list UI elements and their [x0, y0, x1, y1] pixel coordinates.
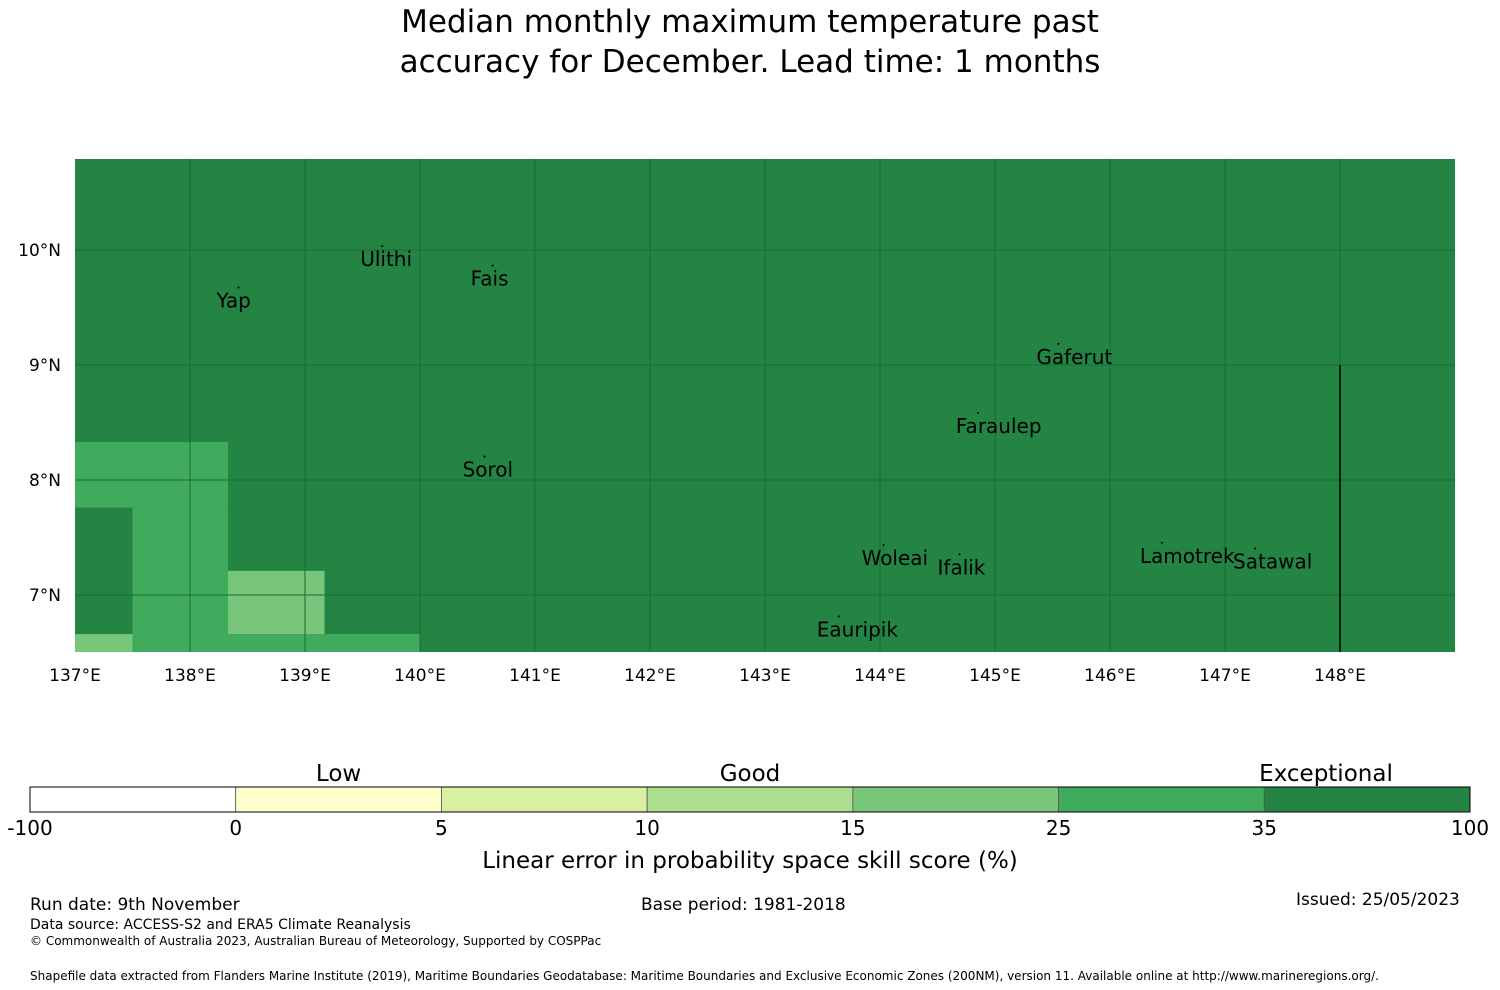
- shapefile-credit: Shapefile data extracted from Flanders M…: [30, 969, 1379, 983]
- island-marker: [491, 264, 494, 267]
- legend-swatch: [235, 786, 442, 813]
- island-marker: [882, 544, 885, 547]
- island-marker: [1057, 342, 1060, 345]
- island-marker: [483, 455, 486, 458]
- legend-swatch: [1263, 786, 1471, 813]
- lon-tick-label: 143°E: [739, 666, 791, 686]
- island-label: Woleai: [862, 546, 929, 570]
- island-marker: [1254, 547, 1257, 550]
- island-label: Yap: [215, 289, 250, 313]
- island-marker: [958, 553, 961, 556]
- lon-tick-label: 147°E: [1199, 666, 1251, 686]
- legend-swatch: [646, 786, 854, 813]
- legend-tick-label: 35: [1252, 816, 1277, 840]
- lat-tick-label: 7°N: [29, 586, 61, 606]
- legend-tick-label: 5: [435, 816, 448, 840]
- island-label: Sorol: [463, 458, 514, 482]
- lon-tick-label: 145°E: [969, 666, 1021, 686]
- lon-tick-label: 142°E: [624, 666, 676, 686]
- legend-axis-label: Linear error in probability space skill …: [482, 848, 1018, 874]
- skill-cell-3: [227, 570, 325, 635]
- legend-category-low: Low: [316, 761, 361, 787]
- lon-tick-label: 137°E: [49, 666, 101, 686]
- island-label: Gaferut: [1036, 345, 1112, 369]
- lon-tick-label: 138°E: [164, 666, 216, 686]
- legend-category-good: Good: [720, 761, 781, 787]
- island-label: Faraulep: [956, 414, 1042, 438]
- island-label: Lamotrek: [1140, 544, 1235, 568]
- legend-swatch: [852, 786, 1059, 813]
- legend-tick-label: 15: [840, 816, 865, 840]
- skill-cell-2: [75, 634, 133, 652]
- lon-tick-label: 144°E: [854, 666, 906, 686]
- island-marker: [1160, 541, 1163, 544]
- island-label: Satawal: [1233, 550, 1312, 574]
- legend-frame: [29, 786, 1471, 813]
- map-title: Median monthly maximum temperature past …: [0, 2, 1500, 82]
- skill-cell-4: [227, 634, 420, 652]
- island-label: Fais: [471, 267, 509, 291]
- issued-date: Issued: 25/05/2023: [1296, 890, 1460, 910]
- lat-tick-label: 9°N: [29, 356, 61, 376]
- lat-tick-label: 10°N: [18, 241, 61, 261]
- lat-tick-label: 8°N: [29, 471, 61, 491]
- legend-tick-label: 10: [634, 816, 659, 840]
- island-marker: [381, 245, 384, 248]
- island-marker: [837, 615, 840, 618]
- legend-swatch: [1058, 786, 1265, 813]
- lon-tick-label: 146°E: [1084, 666, 1136, 686]
- title-line-2: accuracy for December. Lead time: 1 mont…: [399, 44, 1101, 80]
- legend-swatch: [441, 786, 648, 813]
- data-source: Data source: ACCESS-S2 and ERA5 Climate …: [30, 917, 411, 933]
- lon-tick-label: 148°E: [1314, 666, 1366, 686]
- legend-tick-label: 100: [1451, 816, 1489, 840]
- lon-tick-label: 140°E: [394, 666, 446, 686]
- lon-tick-label: 139°E: [279, 666, 331, 686]
- island-marker: [976, 411, 979, 414]
- copyright: © Commonwealth of Australia 2023, Austra…: [30, 934, 602, 948]
- island-label: Ulithi: [360, 247, 412, 271]
- lon-tick-label: 141°E: [509, 666, 561, 686]
- legend-tick-label: -100: [7, 816, 52, 840]
- run-date: Run date: 9th November: [30, 895, 240, 915]
- legend-tick-label: 25: [1046, 816, 1071, 840]
- island-label: Ifalik: [938, 555, 986, 579]
- base-period: Base period: 1981-2018: [641, 895, 846, 915]
- island-label: Eauripik: [817, 617, 899, 641]
- legend-tick-label: 0: [229, 816, 242, 840]
- title-line-1: Median monthly maximum temperature past: [401, 4, 1099, 40]
- skill-cell-1: [132, 507, 228, 652]
- island-marker: [237, 286, 240, 289]
- legend-category-exceptional: Exceptional: [1259, 761, 1393, 787]
- skill-cell-0: [75, 442, 228, 508]
- legend-swatch: [29, 786, 237, 813]
